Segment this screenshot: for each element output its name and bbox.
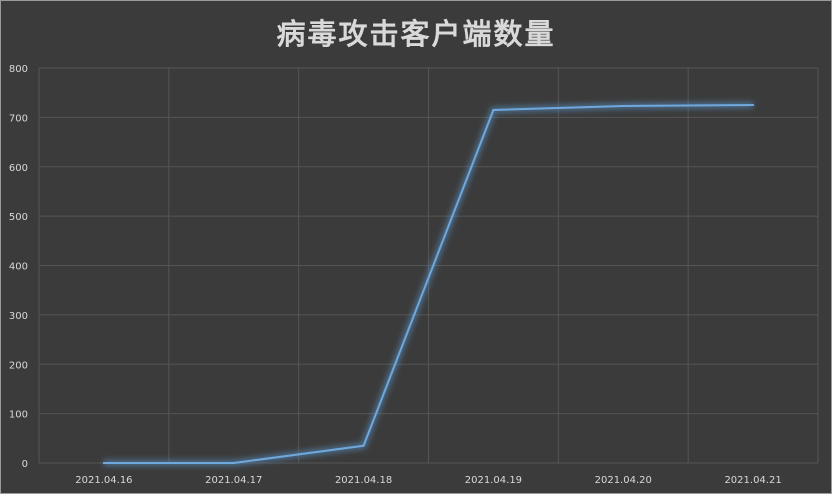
- data-point: [622, 105, 625, 108]
- data-point: [362, 444, 365, 447]
- series-line: [102, 104, 755, 464]
- chart-title: 病毒攻击客户端数量: [276, 17, 556, 51]
- y-tick-label: 600: [9, 163, 28, 174]
- data-point: [492, 108, 495, 111]
- data-point: [752, 104, 755, 107]
- y-tick-label: 0: [22, 459, 28, 470]
- series: [102, 102, 755, 466]
- x-tick-label: 2021.04.16: [75, 475, 132, 486]
- grid: [38, 67, 819, 464]
- y-tick-label: 200: [9, 360, 28, 371]
- x-tick-label: 2021.04.18: [335, 475, 392, 486]
- x-tick-label: 2021.04.17: [205, 475, 262, 486]
- data-point: [232, 462, 235, 464]
- x-axis-ticks: 2021.04.16 2021.04.17 2021.04.18 2021.04.19…: [75, 475, 781, 486]
- y-axis-ticks: 0 100 200 300 400 500 600 700 800: [9, 64, 28, 470]
- x-tick-label: 2021.04.20: [595, 475, 652, 486]
- y-tick-label: 100: [9, 410, 28, 421]
- y-tick-label: 700: [9, 113, 28, 124]
- x-tick-label: 2021.04.19: [465, 475, 522, 486]
- y-tick-label: 500: [9, 212, 28, 223]
- y-tick-label: 400: [9, 262, 28, 273]
- y-tick-label: 800: [9, 64, 28, 75]
- data-point: [102, 462, 105, 464]
- x-tick-label: 2021.04.21: [724, 475, 781, 486]
- y-tick-label: 300: [9, 311, 28, 322]
